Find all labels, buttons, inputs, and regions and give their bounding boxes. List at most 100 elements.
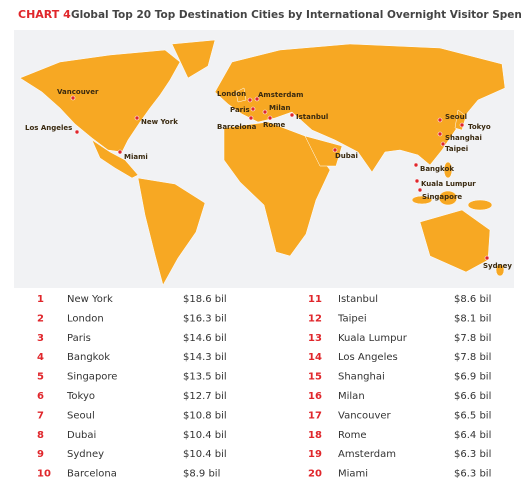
visitor-spend: $6.3 bil [454,449,491,460]
city-label: London [217,90,246,98]
city-markers: Vancouver Los Angeles New York Miami Lon… [25,88,512,270]
city-dot [437,131,443,137]
visitor-spend: $10.4 bil [183,430,227,441]
rank: 4 [37,352,44,363]
city-label: Tokyo [468,123,491,131]
city-name: London [67,313,104,324]
city-label: Vancouver [57,88,99,96]
city-name: Los Angeles [338,352,398,363]
city-dot [250,106,256,112]
rank: 2 [37,313,44,324]
rank: 18 [308,430,322,441]
continent [214,43,506,173]
city-label: Seoul [445,113,467,121]
city-label: Singapore [422,193,462,201]
rank: 6 [37,391,44,402]
visitor-spend: $6.4 bil [454,430,491,441]
visitor-spend: $6.5 bil [454,410,491,421]
island [438,190,458,206]
city-name: Dubai [67,430,96,441]
city-dot [440,141,446,147]
city-dot [248,115,254,121]
city-dot [417,187,423,193]
city-label: Miami [124,153,148,161]
city-dot [459,122,465,128]
city-name: New York [67,294,113,305]
city-dot [289,112,295,118]
city-name: Bangkok [67,352,110,363]
rank: 9 [37,449,44,460]
city-name: Kuala Lumpur [338,333,408,344]
city-label: Bangkok [420,165,454,173]
continent [19,49,181,153]
rank: 14 [308,352,322,363]
visitor-spend: $6.6 bil [454,391,491,402]
continent [223,121,331,257]
ranking-table: 1 New York $18.6 bil 2 London $16.3 bil 3 Paris… [37,294,491,480]
city-label: Barcelona [217,123,257,131]
city-label: Rome [263,121,285,129]
rank: 13 [308,333,322,344]
city-dot [74,129,80,135]
city-name: Amsterdam [338,449,396,460]
chart-title: Global Top 20 Top Destination Cities by … [71,9,521,21]
rank: 17 [308,410,322,421]
continent [171,39,216,79]
visitor-spend: $7.8 bil [454,333,491,344]
city-name: Sydney [67,449,104,460]
city-label: Shanghai [445,134,482,142]
rank: 11 [308,294,322,305]
city-label: New York [141,118,178,126]
city-name: Taipei [337,313,367,324]
city-dot [117,149,123,155]
island [411,195,433,205]
rank: 8 [37,430,44,441]
rank: 1 [37,294,44,305]
city-dot [332,147,338,153]
city-dot [254,96,260,102]
visitor-spend: $14.3 bil [183,352,227,363]
visitor-spend: $16.3 bil [183,313,227,324]
city-name: Vancouver [338,410,392,421]
visitor-spend: $8.1 bil [454,313,491,324]
city-name: Miami [338,469,368,480]
rank: 19 [308,449,322,460]
visitor-spend: $18.6 bil [183,294,227,305]
city-dot [247,97,253,103]
city-name: Seoul [67,410,95,421]
continent [137,177,206,286]
rank: 3 [37,333,44,344]
city-dot [262,109,268,115]
visitor-spend: $12.7 bil [183,391,227,402]
chart-label: CHART 4 [18,8,71,21]
city-label: Paris [230,106,250,114]
city-name: Tokyo [66,391,95,402]
city-dot [437,117,443,123]
visitor-spend: $8.6 bil [454,294,491,305]
city-name: Shanghai [338,372,385,383]
visitor-spend: $10.8 bil [183,410,227,421]
city-label: Sydney [483,262,512,270]
city-dot [267,115,273,121]
rank: 20 [308,469,322,480]
island [495,263,505,277]
continent [235,87,247,103]
visitor-spend: $6.9 bil [454,372,491,383]
continent [91,139,139,179]
city-label: Amsterdam [258,91,303,99]
city-label: Istanbul [296,113,328,121]
city-label: Taipei [445,145,468,153]
island [443,161,453,179]
rank: 7 [37,410,44,421]
rank: 10 [37,469,51,480]
city-label: Los Angeles [25,124,72,132]
city-dot [414,178,420,184]
visitor-spend: $10.4 bil [183,449,227,460]
city-dot [484,255,490,261]
rank: 15 [308,372,322,383]
rank: 16 [308,391,322,402]
city-name: Rome [338,430,367,441]
city-label: Dubai [335,152,358,160]
city-name: Singapore [67,372,117,383]
